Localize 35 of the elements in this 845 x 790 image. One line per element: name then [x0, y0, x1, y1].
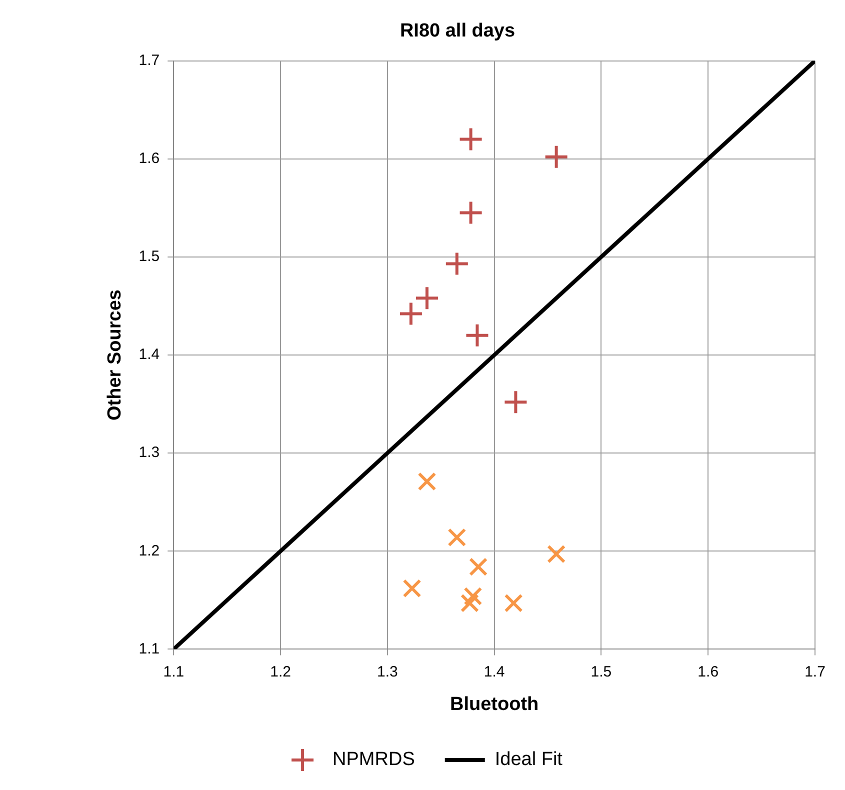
point — [504, 391, 527, 414]
point — [545, 146, 568, 168]
y-tick-label: 1.1 — [138, 640, 160, 658]
y-tick-label: 1.5 — [138, 248, 160, 266]
y-axis-title: Other Sources — [104, 290, 126, 420]
x-axis-title: Bluetooth — [450, 694, 539, 715]
point — [504, 594, 523, 612]
legend-label: Ideal Fit — [494, 749, 564, 770]
y-tick-label: 1.3 — [138, 444, 160, 462]
point — [400, 302, 422, 325]
x-tick-label: 1.4 — [484, 663, 505, 680]
x-tick-label: 1.5 — [590, 663, 612, 680]
point — [466, 324, 488, 346]
y-tick-label: 1.4 — [138, 346, 160, 364]
point — [460, 128, 482, 150]
chart-title: RI80 all days — [400, 20, 516, 42]
x-tick-label: 1.2 — [270, 663, 291, 680]
x-tick-label: 1.3 — [377, 663, 398, 680]
point — [418, 472, 436, 491]
point — [416, 287, 438, 310]
y-tick-label: 1.2 — [138, 542, 160, 560]
point — [460, 594, 480, 612]
x-tick-label: 1.7 — [804, 663, 826, 680]
point — [547, 544, 566, 564]
point — [446, 252, 468, 275]
point — [402, 579, 422, 598]
point — [460, 202, 482, 224]
point — [469, 558, 488, 576]
y-tick-label: 1.6 — [138, 150, 160, 168]
point — [448, 528, 466, 547]
x-tick-label: 1.6 — [698, 663, 719, 680]
legend-label: NPMRDS — [332, 749, 415, 770]
x-tick-label: 1.1 — [163, 663, 184, 680]
point — [464, 586, 482, 606]
y-tick-label: 1.7 — [138, 52, 160, 69]
